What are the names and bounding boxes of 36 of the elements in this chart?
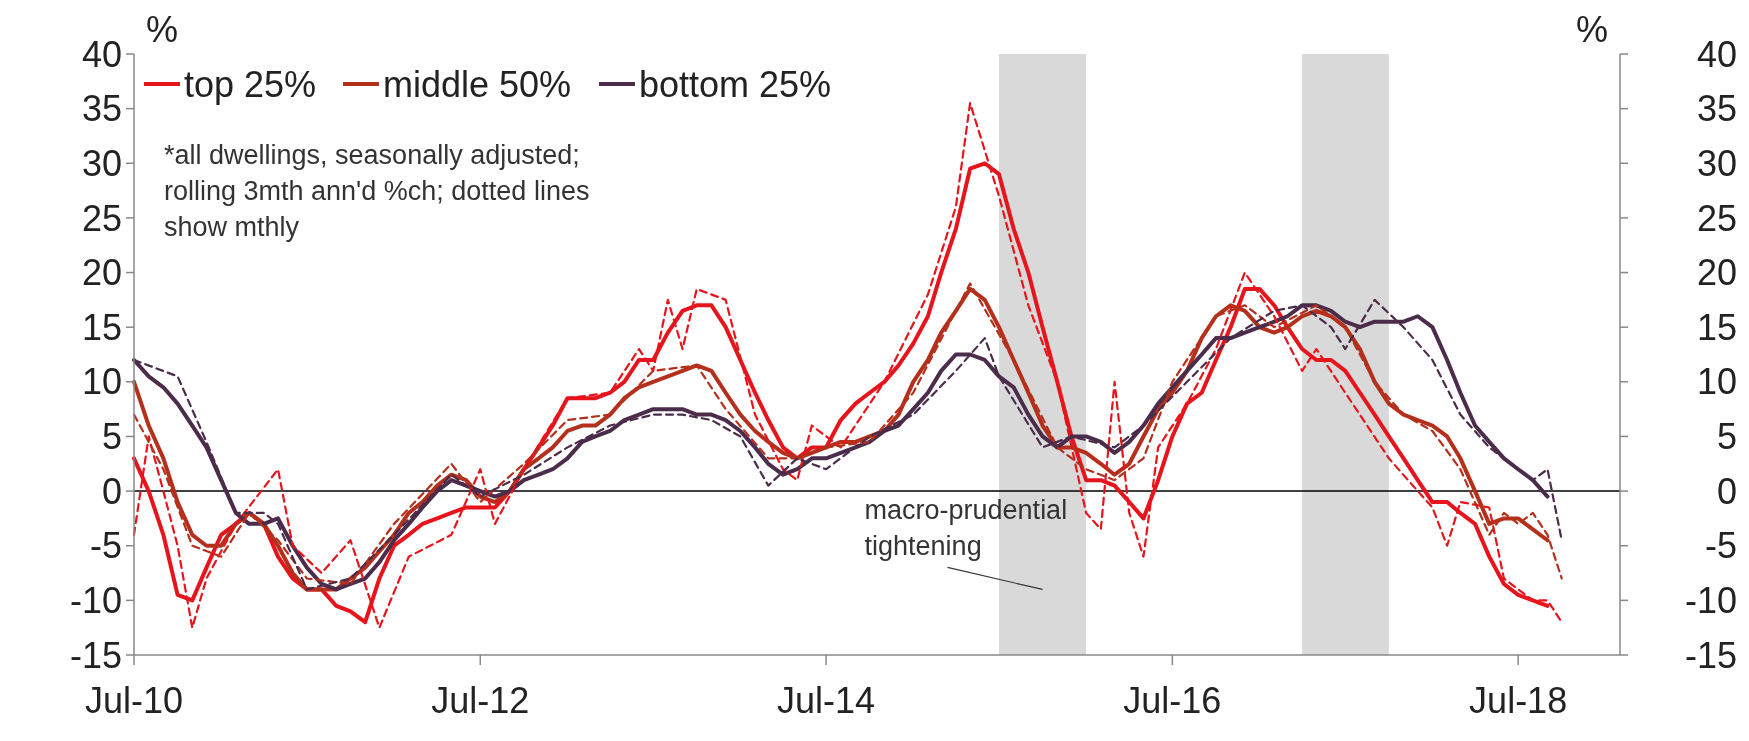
y2-tick-label: 0 [1716,470,1737,512]
y2-tick-label: 40 [1696,33,1737,75]
y2-tick-label: 35 [1696,88,1737,130]
y-tick-label: 40 [81,33,122,75]
y-tick-label: -5 [89,525,122,567]
y-tick-label: 30 [81,142,122,184]
x-tick-label: Jul-10 [84,680,184,721]
legend-label: bottom 25% [639,63,832,105]
legend-label: middle 50% [383,63,572,105]
annotation: *all dwellings, seasonally adjusted; rolling 3mth ann'd %ch; dotted lines show mthly [164,140,590,242]
y2-tick-label: 30 [1696,142,1737,184]
x-tick-label: Jul-18 [1469,680,1568,721]
y2-tick-label: 10 [1696,361,1737,403]
y2-tick-label: -15 [1684,634,1737,676]
y-tick-label: 10 [81,361,122,403]
x-tick-label: Jul-16 [1123,680,1222,721]
y2-tick-label: -10 [1684,579,1737,621]
y-tick-label: -10 [69,579,122,621]
y-tick-label: 5 [101,416,122,458]
legend-label: top 25% [184,63,317,105]
y-axis-title: % [145,9,179,50]
y2-tick-label: 5 [1716,416,1737,458]
annotation: macro-prudential tightening [864,495,1068,562]
y-tick-label: 25 [81,197,122,239]
y-tick-label: 15 [81,306,122,348]
y2-tick-label: 25 [1696,197,1737,239]
x-tick-label: Jul-14 [777,680,876,721]
y2-tick-label: -5 [1704,525,1737,567]
y2-tick-label: 15 [1696,306,1737,348]
y-tick-label: 0 [101,470,122,512]
y2-axis-title: % [1575,9,1609,50]
y2-tick-label: 20 [1696,252,1737,294]
y-tick-label: 20 [81,252,122,294]
y-tick-label: -15 [69,634,122,676]
x-tick-label: Jul-12 [431,680,530,721]
y-tick-label: 35 [81,88,122,130]
